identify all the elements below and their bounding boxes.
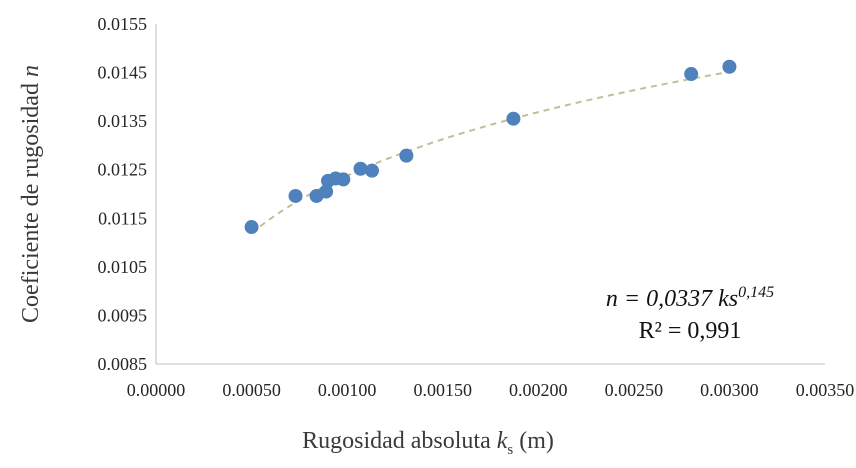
y-axis-title-text: Coeficiente de rugosidad (18, 77, 44, 323)
r-squared-label: R² = 0,991 (638, 318, 742, 344)
x-axis-title-unit: (m) (513, 428, 554, 454)
x-axis-title-text: Rugosidad absoluta (302, 428, 497, 454)
y-tick-labels: 0.0085 0.0095 0.0105 0.0115 0.0125 0.0135 0.01… (98, 14, 148, 374)
data-point (336, 172, 351, 187)
axes (155, 24, 825, 365)
data-point (319, 184, 334, 199)
x-axis-title-subscript: s (507, 441, 514, 458)
equation-formula: n = 0,0337 ks0,145 (560, 276, 820, 316)
y-tick-label: 0.0095 (98, 305, 148, 325)
y-tick-label: 0.0115 (98, 208, 147, 228)
x-tick-label: 0.00000 (127, 380, 186, 400)
x-tick-label: 0.00300 (700, 380, 759, 400)
x-tick-label: 0.00100 (318, 380, 377, 400)
trendline-path (250, 70, 730, 234)
x-tick-label: 0.00350 (796, 380, 855, 400)
y-tick-label: 0.0085 (98, 354, 148, 374)
y-tick-label: 0.0135 (98, 111, 148, 131)
x-axis-title-variable: k (496, 428, 508, 454)
x-tick-label: 0.00200 (509, 380, 568, 400)
x-axis-title: Rugosidad absoluta ks (m) (0, 428, 856, 459)
equation-lhs: n (605, 286, 618, 312)
y-axis-title-variable: n (18, 65, 44, 77)
y-axis-title: Coeficiente de rugosidad n (18, 65, 44, 323)
equation-exponent: 0,145 (738, 284, 775, 301)
y-tick-label: 0.0145 (98, 63, 148, 83)
y-tick-label: 0.0105 (98, 257, 148, 277)
data-point (364, 163, 379, 178)
data-point (399, 148, 414, 163)
data-point (684, 67, 699, 82)
y-tick-label: 0.0155 (98, 14, 148, 34)
equation-rhs: = 0,0337 ks (617, 286, 739, 312)
data-point (722, 59, 737, 74)
data-point (288, 188, 303, 203)
x-tick-label: 0.00050 (222, 380, 281, 400)
trendline (250, 70, 730, 234)
x-tick-label: 0.00150 (413, 380, 472, 400)
x-tick-label: 0.00250 (605, 380, 664, 400)
x-tick-labels: 0.00000 0.00050 0.00100 0.00150 0.00200 0.002… (127, 380, 855, 400)
data-points (244, 59, 737, 235)
data-point (506, 111, 521, 126)
data-point (244, 220, 259, 235)
data-point (353, 161, 368, 176)
y-tick-label: 0.0125 (98, 160, 148, 180)
trendline-equation: n = 0,0337 ks0,145 R² = 0,991 (560, 276, 820, 346)
